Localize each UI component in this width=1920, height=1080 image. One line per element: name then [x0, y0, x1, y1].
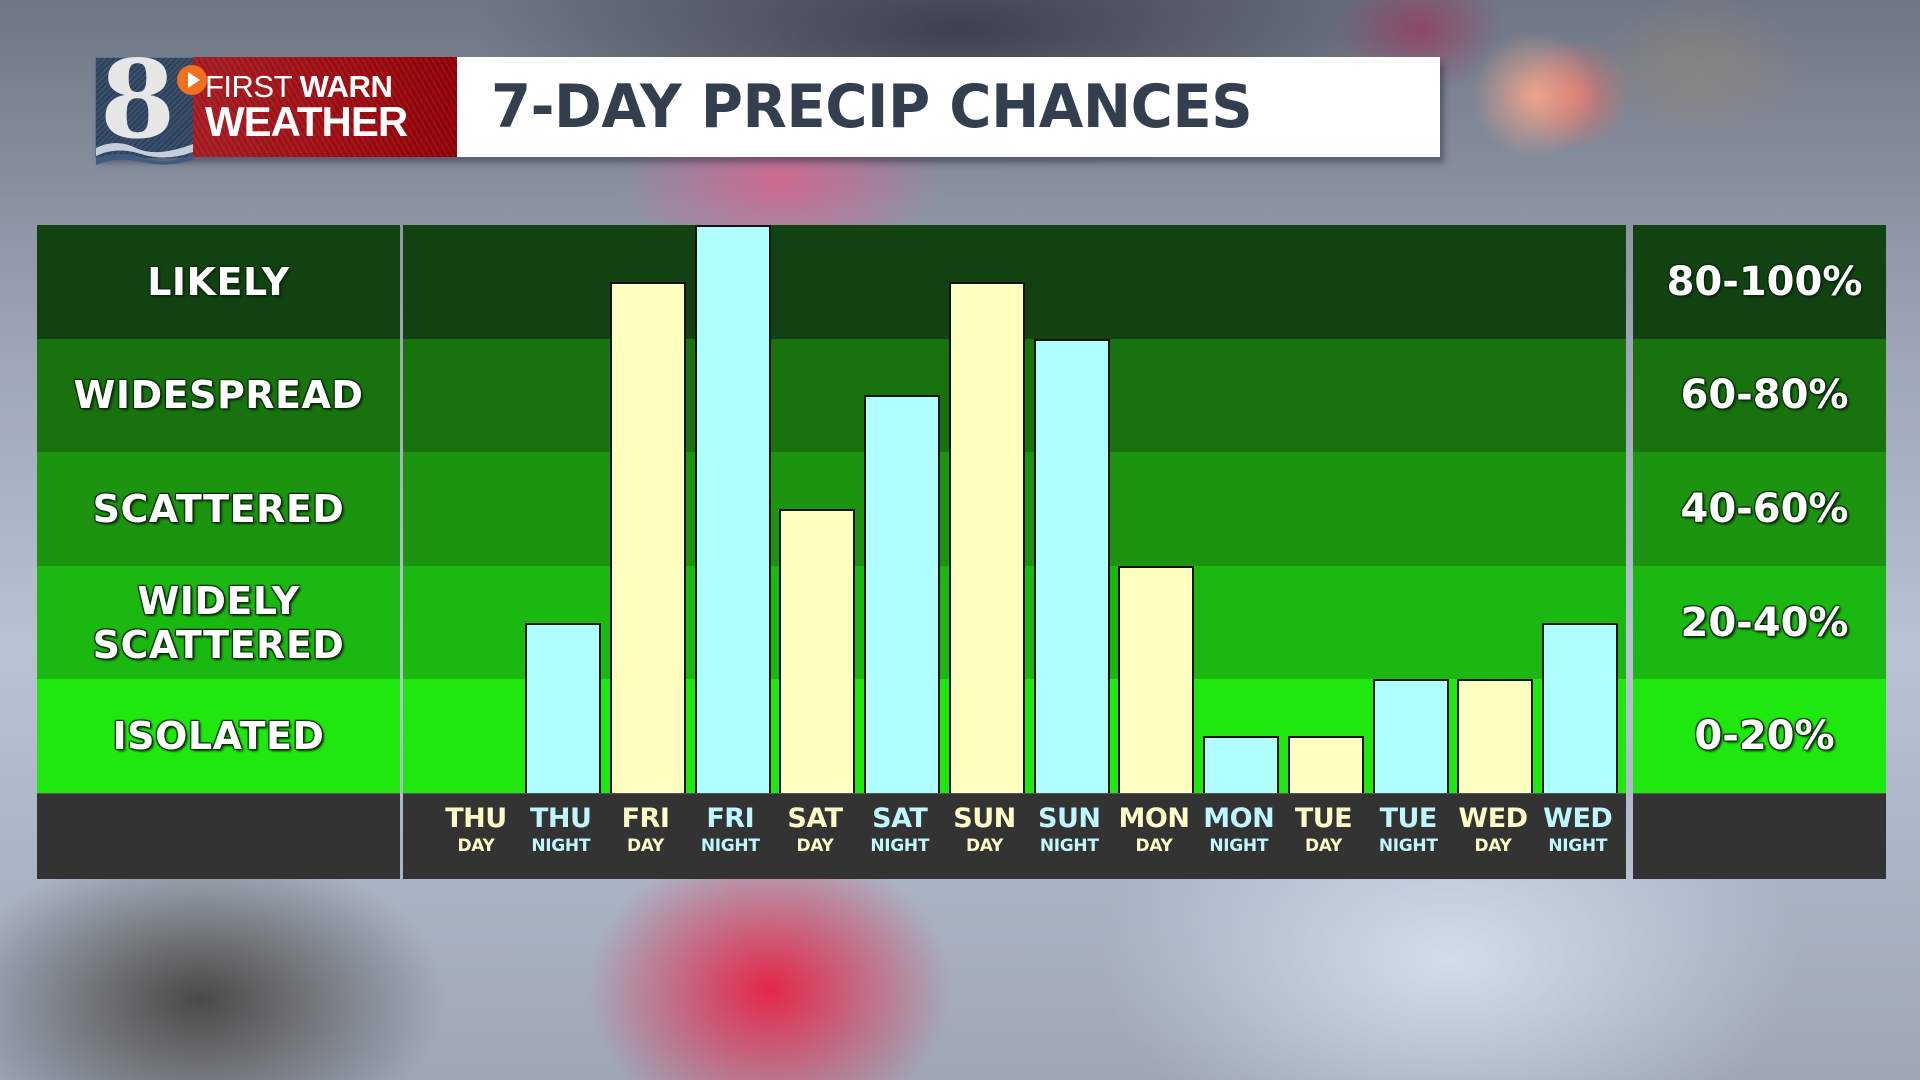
x-label-tue-night: TUE NIGHT	[1366, 803, 1450, 857]
x-label-period: DAY	[1135, 836, 1173, 856]
x-label-period: NIGHT	[531, 836, 591, 856]
x-label-day: TUE	[1294, 803, 1353, 834]
precip-bar-mon-night	[1203, 736, 1280, 793]
band-20-40: 20-40%	[1633, 565, 1886, 680]
x-label-period: DAY	[1474, 836, 1512, 856]
band-scattered: SCATTERED	[37, 452, 400, 566]
x-label-period: NIGHT	[870, 836, 930, 856]
range-label: 0-20%	[1694, 713, 1835, 760]
precip-bar-sun-day	[948, 281, 1025, 793]
x-axis-label-bar	[403, 793, 1626, 879]
x-label-day: WED	[1543, 803, 1613, 834]
page-title: 7-DAY PRECIP CHANCES	[491, 72, 1253, 142]
title-box: 7-DAY PRECIP CHANCES	[457, 57, 1440, 157]
band-label: LIKELY	[147, 259, 290, 304]
station-logo: 8	[95, 46, 193, 165]
x-label-mon-day: MON DAY	[1112, 803, 1196, 857]
category-legend-panel: LIKELY WIDESPREAD SCATTERED WIDELY SCATT…	[37, 225, 400, 879]
label-bar-right	[1633, 793, 1886, 879]
play-icon	[177, 65, 207, 95]
band-isolated: ISOLATED	[37, 679, 400, 793]
band-60-80: 60-80%	[1633, 338, 1886, 453]
band-label: ISOLATED	[112, 714, 325, 759]
x-label-period: DAY	[965, 836, 1004, 856]
x-label-period: DAY	[796, 836, 834, 856]
label-bar-left	[37, 793, 400, 879]
x-label-tue-day: TUE DAY	[1282, 803, 1366, 857]
precip-bar-sat-night	[864, 395, 941, 793]
x-label-wed-day: WED DAY	[1451, 803, 1535, 857]
brand-warn: WARN	[299, 69, 393, 104]
brand-line1: FIRST WARN	[205, 69, 457, 104]
brand-first: FIRST	[205, 69, 292, 104]
x-label-day: SUN	[1038, 803, 1101, 834]
wave-icon	[96, 143, 193, 165]
x-label-day: TUE	[1379, 803, 1438, 834]
x-label-sun-night: SUN NIGHT	[1027, 803, 1111, 857]
x-label-wed-night: WED NIGHT	[1536, 803, 1620, 857]
precip-bar-tue-day	[1287, 736, 1364, 793]
band-label: WIDESPREAD	[73, 373, 364, 418]
x-label-sat-night: SAT NIGHT	[858, 803, 942, 857]
band-likely: LIKELY	[37, 225, 400, 339]
x-label-thu-day: THU DAY	[434, 803, 518, 857]
x-label-day: FRI	[621, 803, 670, 834]
x-label-day: MON	[1203, 803, 1275, 834]
range-label: 40-60%	[1680, 485, 1849, 532]
brand-weather: WEATHER	[205, 98, 408, 145]
precip-bar-fri-day	[609, 281, 686, 793]
percent-range-panel: 80-100% 60-80% 40-60% 20-40% 0-20%	[1633, 225, 1886, 879]
band-40-60: 40-60%	[1633, 452, 1886, 566]
band-label: WIDELY SCATTERED	[92, 578, 345, 667]
x-label-fri-night: FRI NIGHT	[688, 803, 772, 857]
x-label-day: SUN	[953, 803, 1016, 834]
x-label-day: THU	[530, 803, 592, 834]
x-label-day: FRI	[706, 803, 755, 834]
x-label-day: SAT	[872, 803, 928, 834]
x-label-period: DAY	[1304, 836, 1343, 856]
x-label-thu-night: THU NIGHT	[519, 803, 603, 857]
channel-number: 8	[100, 37, 175, 163]
header-banner: 8 FIRST WARN WEATHER 7-DAY PRECIP CHANCE…	[95, 46, 1440, 165]
precip-bar-mon-day	[1118, 565, 1195, 793]
x-label-period: DAY	[457, 836, 495, 856]
x-label-fri-day: FRI DAY	[604, 803, 688, 857]
range-label: 80-100%	[1666, 258, 1863, 305]
precip-bar-sat-day	[779, 509, 856, 793]
x-label-period: DAY	[626, 836, 665, 856]
brand-first-warn-weather: FIRST WARN WEATHER	[193, 57, 457, 157]
x-label-day: THU	[445, 803, 507, 834]
x-label-period: NIGHT	[1209, 836, 1269, 856]
precip-bar-sun-night	[1033, 338, 1110, 793]
precip-bar-tue-night	[1372, 679, 1449, 793]
precip-bar-wed-night	[1542, 622, 1619, 793]
band-0-20: 0-20%	[1633, 679, 1886, 793]
x-label-period: NIGHT	[1039, 836, 1099, 856]
x-label-sun-day: SUN DAY	[943, 803, 1027, 857]
range-label: 20-40%	[1680, 599, 1849, 646]
band-80-100: 80-100%	[1633, 225, 1886, 339]
x-label-period: NIGHT	[700, 836, 760, 856]
x-label-day: WED	[1458, 803, 1528, 834]
x-label-sat-day: SAT DAY	[773, 803, 857, 857]
band-widespread: WIDESPREAD	[37, 338, 400, 453]
x-label-period: NIGHT	[1378, 836, 1438, 856]
precip-bar-fri-night	[694, 225, 771, 793]
precip-bar-thu-night	[525, 622, 602, 793]
x-label-day: SAT	[787, 803, 843, 834]
x-label-day: MON	[1118, 803, 1190, 834]
x-label-mon-night: MON NIGHT	[1197, 803, 1281, 857]
range-label: 60-80%	[1680, 372, 1849, 419]
x-label-period: NIGHT	[1548, 836, 1608, 856]
band-label: SCATTERED	[92, 486, 345, 531]
band-widely-scattered: WIDELY SCATTERED	[37, 565, 400, 680]
precip-bar-wed-day	[1457, 679, 1534, 793]
precip-chart: THU DAY THU NIGHT FRI DAY FRI NIGHT SAT DAY SAT NIG…	[403, 225, 1626, 879]
